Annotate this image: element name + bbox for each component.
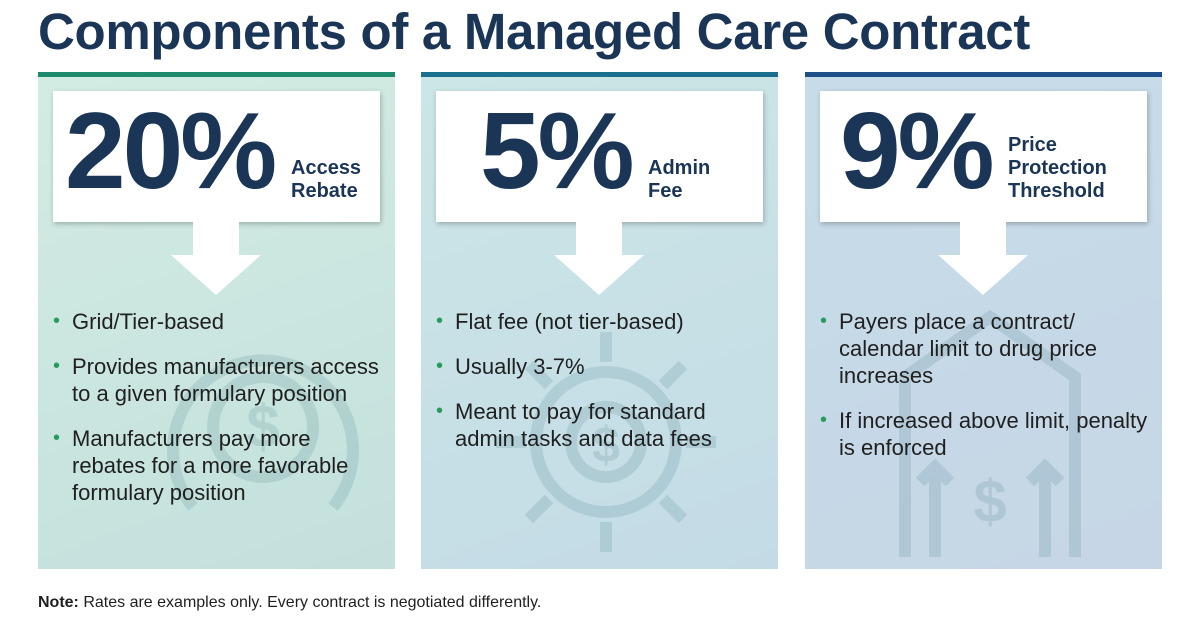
footnote-label: Note: <box>38 594 79 611</box>
footnote-text: Rates are examples only. Every contract … <box>78 594 542 611</box>
callout-box: 9% Price Protection Threshold <box>820 91 1147 222</box>
callout-label-line: Rebate <box>291 180 358 202</box>
callout-label-line: Access <box>291 157 362 179</box>
callout-label-line: Threshold <box>1008 180 1105 202</box>
panel-top-bar <box>421 72 778 77</box>
list-item: • Grid/Tier-based <box>53 309 225 334</box>
panel-top-bar <box>805 72 1162 77</box>
page-title: Components of a Managed Care Contract <box>38 3 1031 60</box>
panel-access-rebate: $ 20% Access Rebate • Grid/Tier-based • Pr… <box>38 72 395 569</box>
list-item: • Manufacturers pay more rebates for a mo… <box>53 426 349 505</box>
callout-label: Access Rebate <box>291 157 361 203</box>
callout-label-line: Protection <box>1008 157 1107 179</box>
dollar-gear-icon: $ <box>496 332 716 552</box>
footnote: Note: Rates are examples only. Every con… <box>38 594 541 612</box>
callout-label-line: Admin <box>648 157 711 179</box>
list-item: • If increased above limit, penalty is en… <box>820 408 1148 460</box>
percent-value: 5% <box>480 90 635 212</box>
list-item: • Provides manufacturers access to a give… <box>53 354 379 406</box>
callout-label: Admin Fee <box>648 157 710 203</box>
dollar-coin-cycle-icon: $ <box>167 354 359 511</box>
down-arrow-icon <box>554 222 644 295</box>
callout-label-line: Fee <box>648 180 683 202</box>
panel-price-protection: $ 9% Price Protection Threshold • Payers … <box>805 72 1162 569</box>
callout-box: 20% Access Rebate <box>53 91 380 222</box>
svg-text:$: $ <box>973 468 1006 535</box>
svg-text:$: $ <box>592 417 620 473</box>
bullet-list: • Flat fee (not tier-based) • Usually 3-7%… <box>436 308 771 470</box>
down-arrow-icon <box>171 222 261 295</box>
bullet-list: • Grid/Tier-based • Provides manufacturers… <box>53 308 388 524</box>
svg-text:$: $ <box>246 393 279 460</box>
list-item: • Meant to pay for standard admin tasks a… <box>436 399 712 451</box>
list-item: • Payers place a contract/ calendar limit… <box>820 309 1098 388</box>
list-item: • Usually 3-7% <box>436 354 585 379</box>
panel-admin-fee: $ 5% Admin Fee • Flat fee (not tier-based… <box>421 72 778 569</box>
list-item: • Flat fee (not tier-based) <box>436 309 684 334</box>
dollar-up-arrows-icon: $ <box>899 309 1081 557</box>
panel-top-bar <box>38 72 395 77</box>
percent-value: 20% <box>65 90 277 212</box>
callout-label-line: Price <box>1008 134 1057 156</box>
percent-value: 9% <box>840 90 995 212</box>
bullet-list: • Payers place a contract/ calendar limit… <box>820 308 1155 479</box>
down-arrow-icon <box>938 222 1028 295</box>
callout-box: 5% Admin Fee <box>436 91 763 222</box>
callout-label: Price Protection Threshold <box>1008 134 1107 203</box>
